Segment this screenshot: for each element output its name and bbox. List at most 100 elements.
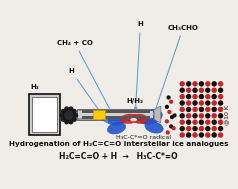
Circle shape: [199, 94, 204, 99]
Circle shape: [186, 107, 191, 112]
Circle shape: [211, 94, 217, 99]
Circle shape: [211, 107, 217, 112]
Bar: [78, 111, 153, 118]
Circle shape: [218, 132, 223, 138]
Circle shape: [192, 107, 198, 112]
Circle shape: [169, 100, 173, 104]
Circle shape: [205, 126, 211, 131]
Circle shape: [211, 88, 217, 93]
Ellipse shape: [131, 114, 148, 124]
Text: CH₃CHO: CH₃CHO: [153, 25, 198, 115]
Circle shape: [166, 130, 170, 135]
Circle shape: [192, 88, 198, 93]
Circle shape: [211, 113, 217, 119]
Circle shape: [218, 126, 223, 131]
Circle shape: [192, 132, 198, 138]
Circle shape: [199, 113, 204, 119]
Circle shape: [60, 113, 64, 118]
Circle shape: [205, 132, 211, 138]
Circle shape: [165, 105, 169, 109]
Ellipse shape: [101, 111, 125, 125]
Circle shape: [218, 81, 223, 87]
Bar: [93, 110, 105, 119]
Circle shape: [211, 132, 217, 138]
Circle shape: [218, 113, 223, 119]
Circle shape: [192, 81, 198, 87]
Circle shape: [179, 81, 185, 87]
Circle shape: [64, 106, 69, 112]
Bar: [82, 110, 150, 113]
Circle shape: [179, 113, 185, 119]
Circle shape: [179, 132, 185, 138]
Circle shape: [205, 100, 211, 106]
Circle shape: [186, 119, 191, 125]
Circle shape: [186, 132, 191, 138]
Bar: [29, 94, 60, 135]
Circle shape: [186, 81, 191, 87]
Circle shape: [199, 132, 204, 138]
Circle shape: [211, 126, 217, 131]
Circle shape: [205, 88, 211, 93]
Circle shape: [199, 119, 204, 125]
Circle shape: [218, 94, 223, 99]
Circle shape: [199, 81, 204, 87]
Circle shape: [61, 117, 66, 122]
Text: H₂C=C=O + H  →   H₃C-C*=O: H₂C=C=O + H → H₃C-C*=O: [59, 152, 178, 161]
Polygon shape: [154, 106, 161, 123]
Circle shape: [179, 100, 185, 106]
Circle shape: [218, 100, 223, 106]
Ellipse shape: [120, 114, 139, 124]
Circle shape: [64, 110, 74, 121]
Circle shape: [179, 88, 185, 93]
Circle shape: [218, 107, 223, 112]
Circle shape: [211, 81, 217, 87]
Circle shape: [170, 115, 174, 119]
Circle shape: [199, 88, 204, 93]
Circle shape: [186, 126, 191, 131]
Bar: [82, 116, 150, 119]
Circle shape: [73, 113, 78, 118]
Circle shape: [205, 119, 211, 125]
Circle shape: [192, 113, 198, 119]
Circle shape: [199, 126, 204, 131]
Circle shape: [218, 119, 223, 125]
Circle shape: [179, 126, 185, 131]
Text: H: H: [69, 68, 108, 122]
Circle shape: [211, 119, 217, 125]
Circle shape: [68, 119, 74, 124]
Circle shape: [167, 110, 172, 114]
Bar: [60, 113, 65, 120]
Ellipse shape: [139, 110, 162, 124]
Circle shape: [192, 100, 198, 106]
Circle shape: [218, 88, 223, 93]
Circle shape: [179, 94, 185, 99]
Circle shape: [64, 119, 69, 124]
Text: H₃C-C*=O radical: H₃C-C*=O radical: [116, 135, 171, 140]
Circle shape: [186, 100, 191, 106]
Text: H/H₂: H/H₂: [127, 98, 144, 104]
Circle shape: [166, 95, 171, 100]
Circle shape: [192, 119, 198, 125]
Circle shape: [205, 107, 211, 112]
Circle shape: [172, 113, 177, 118]
Bar: [77, 109, 154, 120]
Circle shape: [169, 124, 173, 129]
Circle shape: [192, 126, 198, 131]
Circle shape: [186, 94, 191, 99]
Text: CH₄ + CO: CH₄ + CO: [57, 40, 113, 115]
Circle shape: [205, 113, 211, 119]
Circle shape: [186, 113, 191, 119]
Circle shape: [179, 107, 185, 112]
Text: @10 K: @10 K: [224, 105, 229, 125]
Circle shape: [179, 119, 185, 125]
Circle shape: [72, 117, 77, 122]
Ellipse shape: [130, 118, 137, 121]
Circle shape: [61, 109, 66, 114]
Circle shape: [165, 119, 169, 123]
Circle shape: [72, 109, 77, 114]
Circle shape: [205, 94, 211, 99]
Circle shape: [186, 88, 191, 93]
Circle shape: [192, 94, 198, 99]
Circle shape: [211, 100, 217, 106]
Bar: [228, 75, 232, 138]
